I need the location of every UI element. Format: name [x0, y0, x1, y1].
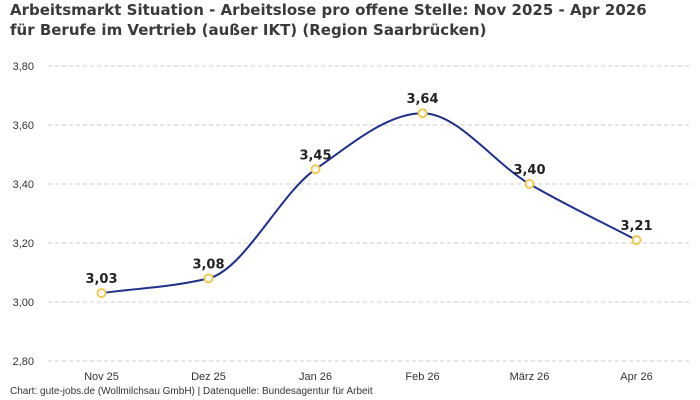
series-line: [101, 112, 637, 295]
data-point: [310, 164, 321, 175]
y-tick-label: 3,80: [13, 61, 34, 73]
data-point: [417, 108, 428, 119]
data-points: [96, 108, 642, 299]
x-axis-ticks: Nov 25 Dez 25 Jan 26 Feb 26 März 26 Apr 26: [84, 371, 653, 383]
data-point: [203, 273, 214, 284]
x-tick-label: Dez 25: [191, 371, 226, 383]
data-label: 3,08: [192, 257, 224, 272]
x-tick-label: Feb 26: [405, 371, 439, 383]
data-labels: 3,03 3,08 3,45 3,64 3,40 3,21: [85, 92, 652, 287]
x-tick-label: Apr 26: [620, 371, 652, 383]
chart-title: Arbeitsmarkt Situation - Arbeitslose pro…: [10, 1, 647, 39]
data-label: 3,03: [85, 272, 117, 287]
y-tick-label: 3,60: [13, 120, 34, 132]
y-tick-label: 3,40: [13, 179, 34, 191]
data-point: [631, 235, 642, 246]
y-axis-ticks: 2,80 3,00 3,20 3,40 3,60 3,80: [13, 61, 34, 368]
x-tick-label: März 26: [510, 371, 550, 383]
x-tick-label: Jan 26: [299, 371, 332, 383]
data-point: [96, 288, 107, 299]
data-label: 3,64: [406, 92, 438, 107]
data-label: 3,21: [620, 219, 652, 234]
data-label: 3,45: [299, 148, 331, 163]
y-tick-label: 3,20: [13, 238, 34, 250]
data-point: [524, 179, 535, 189]
y-tick-label: 3,00: [13, 297, 34, 309]
data-label: 3,40: [513, 163, 545, 178]
source-footer: Chart: gute-jobs.de (Wollmilchsau GmbH) …: [10, 386, 373, 397]
x-tick-label: Nov 25: [84, 371, 119, 383]
grid-lines: [48, 65, 690, 362]
y-tick-label: 2,80: [13, 356, 34, 368]
